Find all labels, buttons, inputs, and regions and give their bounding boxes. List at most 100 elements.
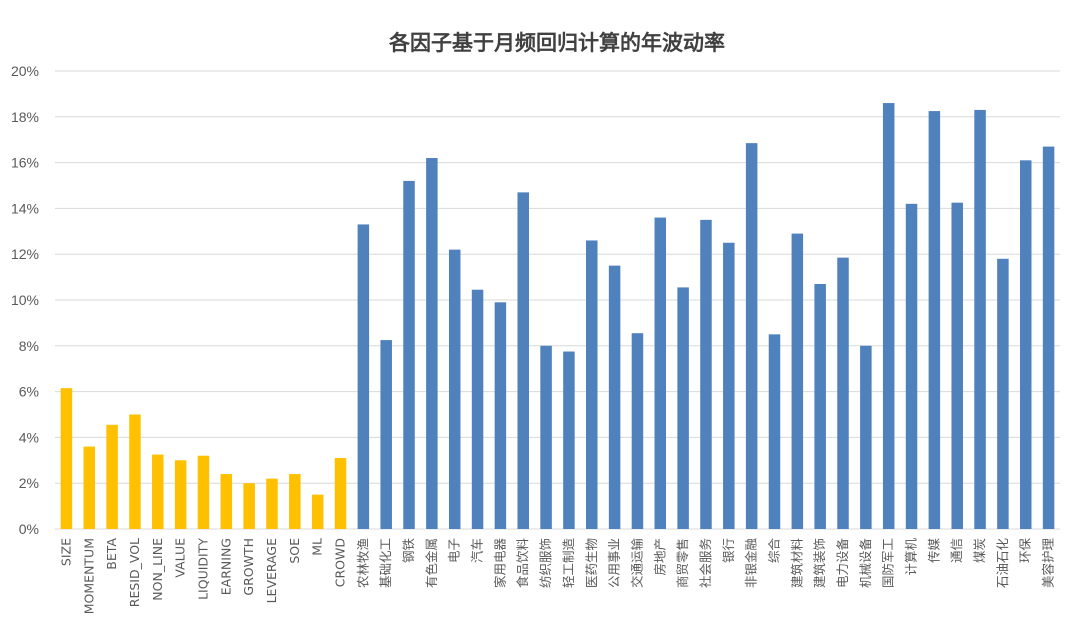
x-tick-label: 计算机 — [904, 538, 919, 576]
x-tick-label: 国防军工 — [881, 538, 896, 588]
x-tick-label: 房地产 — [652, 538, 667, 576]
x-tick-label: 通信 — [949, 538, 964, 563]
bar-国防军工 — [882, 103, 895, 529]
x-tick-label: 家用电器 — [492, 538, 507, 589]
x-tick-label: 机械设备 — [858, 538, 873, 589]
bar-煤炭 — [974, 109, 986, 530]
bar-通信 — [951, 202, 963, 530]
x-tick-label: 银行 — [721, 538, 736, 563]
bar-汽车 — [471, 289, 484, 529]
x-tick-label: 轻工制造 — [561, 538, 576, 589]
bar-CROWD — [334, 458, 347, 529]
x-tick-label: EARNING — [218, 538, 233, 595]
x-tick-label: 建筑材料 — [789, 538, 804, 589]
x-tick-label: 农林牧渔 — [355, 538, 370, 588]
x-tick-label: 社会服务 — [698, 538, 713, 588]
bar-GROWTH — [243, 483, 255, 529]
bar-LEVERAGE — [266, 478, 278, 529]
bar-钢铁 — [403, 180, 415, 530]
x-tick-label: 石油石化 — [995, 538, 1010, 589]
bar-电力设备 — [837, 257, 849, 529]
x-tick-label: VALUE — [173, 538, 188, 578]
x-tick-label: SIZE — [58, 538, 73, 566]
bar-计算机 — [905, 203, 918, 529]
x-tick-label: BETA — [104, 538, 119, 570]
bar-ML — [311, 494, 324, 529]
x-tick-label: 电子 — [447, 538, 462, 563]
x-tick-label: 钢铁 — [401, 538, 416, 564]
bar-机械设备 — [860, 345, 872, 529]
bar-社会服务 — [700, 219, 712, 529]
y-tick-label: 8% — [19, 338, 39, 354]
bar-NON_LINE — [152, 454, 164, 529]
x-tick-label: 煤炭 — [972, 538, 987, 563]
bar-石油石化 — [997, 258, 1009, 529]
y-tick-label: 4% — [19, 429, 39, 445]
bar-BETA — [106, 424, 118, 529]
bar-银行 — [723, 242, 735, 529]
y-tick-label: 6% — [19, 384, 39, 400]
bar-纺织服饰 — [540, 345, 552, 529]
x-tick-label: 食品饮料 — [515, 538, 530, 589]
x-tick-label: 综合 — [766, 538, 781, 564]
x-tick-label: 传媒 — [926, 538, 941, 564]
x-tick-label: 有色金属 — [424, 538, 439, 588]
x-tick-label: MOMENTUM — [81, 538, 96, 614]
x-tick-label: 环保 — [1018, 538, 1033, 564]
y-tick-label: 18% — [11, 109, 39, 125]
bars — [60, 103, 1055, 530]
bar-VALUE — [174, 460, 187, 529]
bar-家用电器 — [494, 302, 507, 529]
bar-传媒 — [928, 111, 941, 529]
bar-SIZE — [60, 388, 73, 529]
x-tick-label: CROWD — [333, 538, 348, 587]
bar-建筑装饰 — [814, 283, 826, 529]
bar-交通运输 — [631, 333, 644, 529]
x-tick-label: LEVERAGE — [264, 538, 279, 604]
x-tick-label: RESID_VOL — [127, 538, 142, 607]
bar-SOE — [289, 474, 301, 529]
bar-轻工制造 — [563, 351, 575, 529]
bar-MOMENTUM — [83, 446, 96, 529]
bar-非银金融 — [745, 143, 758, 529]
y-axis: 0% 2% 4% 6% 8% 10% 12% 14% 16% 18% 20% — [11, 63, 39, 537]
x-tick-label: 基础化工 — [378, 538, 393, 588]
bar-食品饮料 — [517, 192, 529, 529]
x-tick-label: 非银金融 — [744, 538, 759, 589]
bar-房地产 — [654, 217, 667, 529]
x-tick-label: 汽车 — [470, 538, 485, 563]
x-tick-label: SOE — [287, 538, 302, 564]
x-tick-label: GROWTH — [241, 538, 256, 596]
bar-建筑材料 — [791, 233, 804, 529]
bar-美容护理 — [1042, 146, 1055, 529]
x-tick-label: LIQUIDITY — [195, 538, 210, 600]
bar-环保 — [1019, 160, 1032, 529]
y-tick-label: 12% — [11, 246, 39, 262]
x-tick-label: NON_LINE — [150, 538, 165, 601]
x-tick-label: 医药生物 — [584, 538, 599, 588]
x-tick-label: 公用事业 — [607, 538, 622, 588]
y-tick-label: 20% — [11, 63, 39, 79]
y-tick-label: 0% — [19, 521, 39, 537]
bar-公用事业 — [608, 265, 621, 529]
bar-EARNING — [220, 474, 233, 529]
y-tick-label: 14% — [11, 200, 39, 216]
y-tick-label: 10% — [11, 292, 39, 308]
bar-医药生物 — [586, 240, 598, 529]
x-tick-label: 交通运输 — [629, 538, 644, 589]
x-tick-label: ML — [310, 538, 325, 556]
bar-电子 — [448, 249, 461, 529]
x-tick-label: 纺织服饰 — [538, 538, 553, 588]
x-tick-label: 商贸零售 — [675, 538, 690, 588]
bar-农林牧渔 — [357, 224, 370, 529]
bar-LIQUIDITY — [197, 455, 210, 529]
x-tick-label: 电力设备 — [835, 538, 850, 589]
x-axis: SIZE MOMENTUM BETA RESID_VOL NON_LINE VALUE LI… — [58, 538, 1055, 615]
bar-基础化工 — [380, 340, 392, 529]
chart-title: 各因子基于月频回归计算的年波动率 — [388, 31, 725, 55]
bar-RESID_VOL — [129, 414, 141, 529]
x-tick-label: 美容护理 — [1041, 538, 1056, 589]
y-tick-label: 16% — [11, 155, 39, 171]
bar-综合 — [768, 334, 781, 529]
